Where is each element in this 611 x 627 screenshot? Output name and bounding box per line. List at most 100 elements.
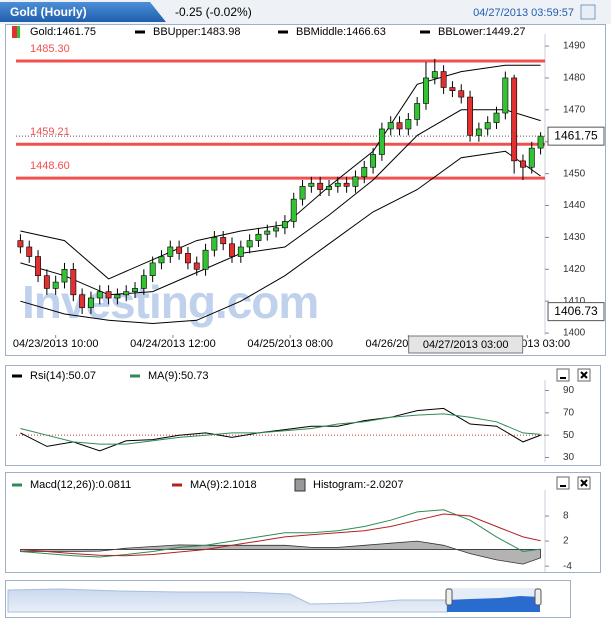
level-label: 1448.60 [30, 160, 70, 172]
candle-body [17, 240, 24, 248]
y-tick-label: 1480 [563, 73, 586, 84]
legend-label: Rsi(14):50.07 [30, 370, 96, 382]
y-tick-label: 1400 [563, 328, 586, 339]
candle-body [493, 112, 500, 123]
y-tick-label: -4 [563, 561, 572, 572]
last-price-box [547, 126, 605, 146]
cursor-time-label: 04/27/2013 03:00 [423, 339, 509, 351]
candle-body [440, 71, 447, 88]
icon [580, 371, 588, 379]
navigator-handle[interactable] [534, 588, 542, 606]
candle-body [290, 198, 297, 222]
candle-body [52, 281, 59, 289]
cursor-time-box [408, 335, 524, 354]
candle-body [326, 186, 332, 190]
legend-label: Macd(12,26)):0.0811 [30, 479, 131, 491]
charts: 1400141014201430144014501460147014801490… [12, 26, 605, 572]
legend-label: Histogram:-2.0207 [313, 479, 404, 491]
icon [580, 479, 588, 487]
y-tick-label: 30 [563, 452, 575, 463]
candle-body [61, 269, 68, 283]
panel: 1400141014201430144014501460147014801490… [12, 26, 605, 354]
candle-body [467, 96, 474, 136]
candle-body [264, 230, 271, 235]
candle-body [149, 262, 156, 276]
y-tick-label: 1440 [563, 200, 586, 211]
navigator-selection [447, 596, 540, 612]
candle-body [431, 71, 438, 79]
x-tick-label: 04/25/2013 08:00 [247, 338, 333, 350]
header-button[interactable] [580, 4, 596, 20]
candle-body [405, 119, 412, 130]
last-price-label: 1461.75 [554, 128, 598, 142]
candle-body [317, 182, 324, 190]
candle-body [361, 166, 368, 178]
minimize-button[interactable] [556, 476, 570, 490]
candle-body [105, 291, 112, 299]
candle-body [502, 77, 509, 114]
indicator-line [20, 513, 541, 557]
candle-body [387, 122, 394, 130]
candle-body [229, 243, 235, 257]
indicator-line [20, 509, 541, 558]
band-line [20, 150, 541, 325]
x-tick-label: 04/24/2013 12:00 [130, 338, 216, 350]
panel-buttons [556, 368, 591, 490]
candle-body [140, 275, 147, 289]
candle-body [334, 182, 341, 187]
y-tick-label: 1430 [563, 232, 586, 243]
candle-body [458, 90, 465, 98]
navigator-handle[interactable] [445, 588, 453, 606]
candle-body [449, 87, 456, 92]
legend-swatch [294, 478, 306, 492]
y-tick-label: 1490 [563, 41, 586, 52]
candle-body [370, 154, 377, 168]
indicator-line [20, 413, 541, 445]
y-tick-label: 1410 [563, 296, 586, 307]
candle-body [202, 249, 209, 270]
y-tick-label: 70 [563, 407, 575, 418]
legend-label: BBMiddle:1466.63 [296, 26, 386, 38]
candle-body [96, 291, 103, 299]
candle-body [237, 246, 244, 257]
candle-body [70, 269, 77, 296]
candle-body [537, 135, 544, 149]
y-tick-label: 1450 [563, 168, 586, 179]
legend-label: MA(9):2.1018 [190, 479, 257, 491]
candle-body [528, 147, 535, 168]
cursor-price-label: 1406.73 [554, 304, 598, 318]
candle-body [43, 275, 50, 289]
candle-body [484, 122, 491, 130]
header-datetime: 04/27/2013 03:59:57 [473, 7, 574, 19]
navigator-window[interactable] [447, 588, 540, 612]
candle-body [79, 294, 86, 308]
candle-body [167, 246, 174, 257]
x-tick-label: 04/23/2013 10:00 [13, 338, 99, 350]
candle-body [35, 256, 41, 276]
candle-body [246, 240, 253, 248]
y-tick-label: 1420 [563, 264, 586, 275]
candle-body [220, 237, 227, 245]
y-tick-label: 90 [563, 385, 575, 396]
header-title: Gold (Hourly) [10, 5, 87, 19]
legend-label: BBUpper:1483.98 [153, 26, 240, 38]
candle-body [308, 182, 315, 187]
legend-label: MA(9):50.73 [148, 370, 209, 382]
legend-swatch [17, 26, 20, 38]
legend-label: Gold:1461.75 [30, 26, 96, 38]
level-label: 1485.30 [30, 43, 70, 55]
indicator-line [20, 407, 541, 452]
candle-body [132, 288, 138, 292]
minimize-button[interactable] [556, 368, 570, 382]
candle-body [123, 291, 130, 296]
panel: 30 50 70 90 Rsi(14):50.07 MA(9):50.73 [12, 370, 575, 463]
candle-body [414, 103, 421, 120]
candle-body [378, 128, 385, 155]
candle-body [511, 77, 518, 162]
candle-body [211, 237, 218, 251]
navigator [5, 580, 571, 618]
candle-body [184, 253, 191, 264]
legend-swatch [12, 26, 18, 38]
candle-body [343, 182, 350, 187]
candle-body [26, 246, 33, 257]
